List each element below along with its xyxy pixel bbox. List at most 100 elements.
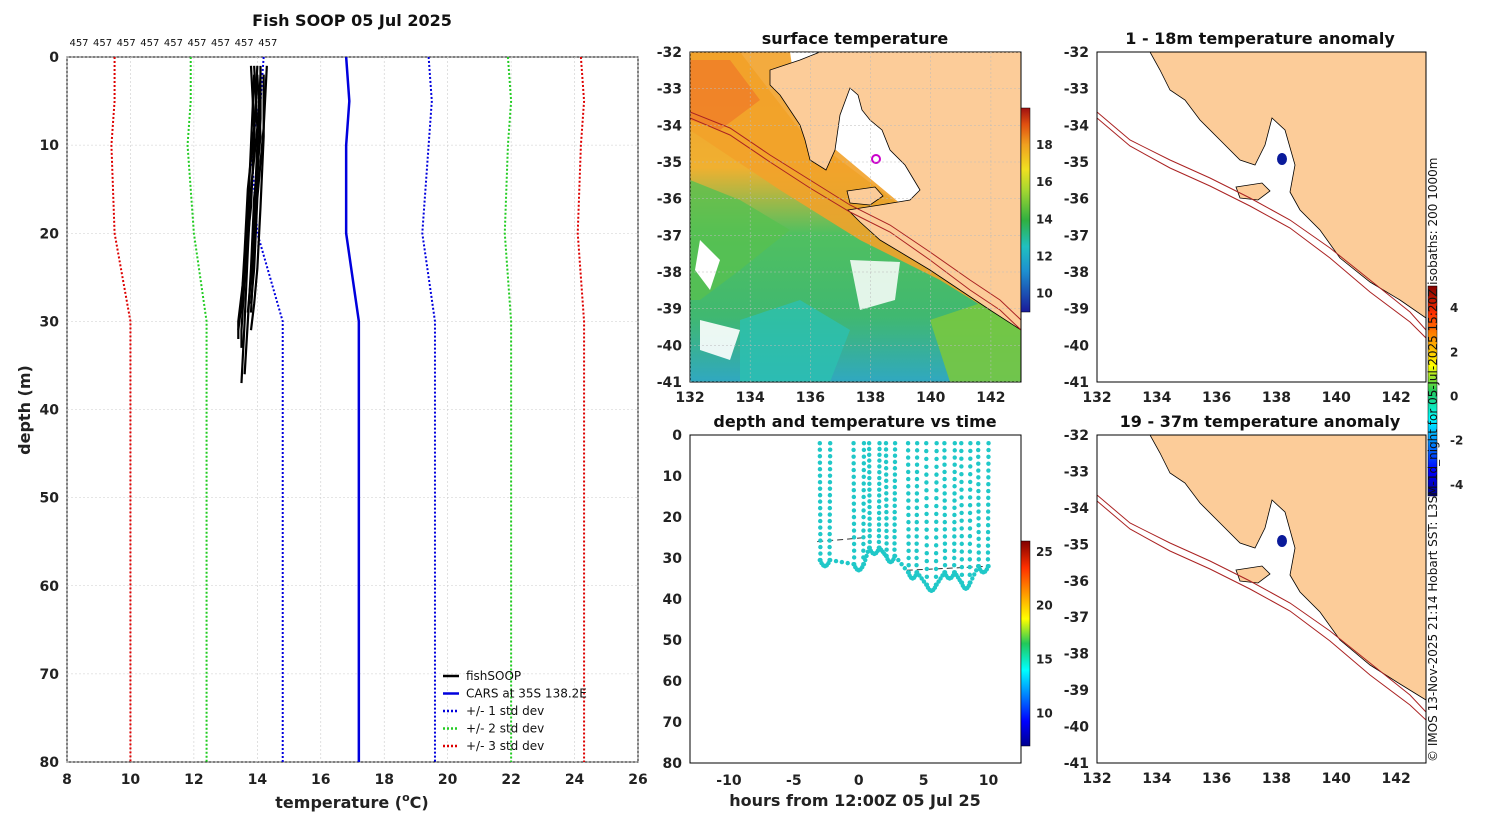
data-point xyxy=(861,481,866,486)
data-point xyxy=(951,562,957,568)
data-point xyxy=(884,528,889,534)
data-point xyxy=(934,448,939,454)
data-point xyxy=(827,512,832,517)
anomaly2-marker xyxy=(1277,535,1287,547)
data-point xyxy=(934,464,939,469)
data-point xyxy=(967,487,973,492)
y-tick-label: 0 xyxy=(672,428,682,444)
data-point xyxy=(933,558,939,564)
data-point xyxy=(967,479,973,485)
data-point xyxy=(851,467,856,473)
data-point xyxy=(976,523,981,528)
x-tick-label: 140 xyxy=(1322,771,1351,787)
data-point xyxy=(967,564,972,570)
profile-ylabel: depth (m) xyxy=(15,365,34,455)
data-point xyxy=(914,562,919,568)
data-point xyxy=(877,464,882,469)
data-point xyxy=(817,466,823,472)
y-tick-label: 70 xyxy=(663,715,683,731)
data-point xyxy=(877,475,882,481)
data-point xyxy=(906,555,911,561)
data-point xyxy=(827,441,833,446)
y-tick-label: -36 xyxy=(657,192,682,208)
anomaly2-panel: 19 - 37m temperature anomaly 132 134 136 13… xyxy=(1064,285,1463,787)
data-point xyxy=(976,502,981,507)
data-point xyxy=(986,482,991,487)
data-point xyxy=(942,498,947,503)
data-point xyxy=(924,448,929,454)
data-point xyxy=(867,522,872,527)
data-point xyxy=(906,519,911,525)
data-point xyxy=(952,527,957,532)
data-point xyxy=(906,491,911,496)
data-point xyxy=(861,541,866,547)
data-point xyxy=(884,509,889,515)
colorbar-tick-label: 4 xyxy=(1450,301,1458,315)
data-point xyxy=(851,461,856,466)
data-point xyxy=(976,475,981,480)
data-point xyxy=(970,576,975,581)
data-point xyxy=(952,469,957,475)
colorbar-tick-label: 20 xyxy=(1036,599,1053,613)
data-point xyxy=(883,453,889,458)
data-point xyxy=(986,468,991,473)
data-point xyxy=(952,555,957,561)
data-point xyxy=(942,519,948,525)
data-point xyxy=(906,505,911,510)
cast-count-label: 457 xyxy=(117,38,136,49)
colorbar-tick-label: 14 xyxy=(1036,212,1053,226)
legend-label: +/- 1 std dev xyxy=(466,704,544,718)
data-point xyxy=(861,528,866,533)
data-point xyxy=(827,538,832,543)
data-point xyxy=(942,455,947,460)
data-point xyxy=(934,511,939,517)
data-point xyxy=(892,453,898,458)
data-point xyxy=(959,518,964,523)
data-point xyxy=(968,471,973,477)
data-point xyxy=(906,527,911,532)
data-point xyxy=(933,574,939,579)
data-point xyxy=(959,549,964,554)
data-point xyxy=(959,502,964,508)
data-point xyxy=(967,541,973,547)
timeseries-panel: depth and temperature vs time -10 -5 0 5 10 0… xyxy=(663,412,1053,810)
data-point xyxy=(959,533,964,539)
data-point xyxy=(827,518,832,524)
data-point xyxy=(818,512,823,517)
anomaly1-title: 1 - 18m temperature anomaly xyxy=(1125,29,1395,48)
data-point xyxy=(906,541,911,546)
data-point xyxy=(986,488,991,494)
data-point xyxy=(892,478,898,483)
y-tick-label: -39 xyxy=(657,302,682,318)
anomaly-colorbar-ticks: 4 2 0 -2 -4 xyxy=(1450,301,1463,492)
data-point xyxy=(906,469,911,475)
legend-label: +/- 3 std dev xyxy=(466,739,544,753)
data-point xyxy=(896,557,901,563)
data-point xyxy=(940,573,945,578)
data-point xyxy=(968,441,973,446)
y-tick-label: -36 xyxy=(1064,574,1089,590)
data-point xyxy=(892,466,898,471)
data-point xyxy=(817,453,823,459)
data-point xyxy=(976,461,981,466)
data-point xyxy=(976,482,981,487)
y-tick-label: -33 xyxy=(1064,82,1089,98)
data-point xyxy=(967,526,973,531)
x-tick-label: 136 xyxy=(1202,390,1231,406)
data-point xyxy=(967,518,973,523)
x-tick-label: 138 xyxy=(1262,771,1291,787)
x-tick-label: 134 xyxy=(1142,390,1171,406)
data-point xyxy=(905,448,911,453)
data-point xyxy=(867,493,872,498)
data-point xyxy=(827,505,833,511)
data-point xyxy=(952,498,957,503)
data-point xyxy=(833,558,839,564)
x-tick-label: 26 xyxy=(628,772,647,788)
data-point xyxy=(861,461,867,466)
data-point xyxy=(967,533,973,539)
data-point xyxy=(974,568,979,573)
timeseries-colorbar xyxy=(1020,540,1031,747)
surface-ticks: 132 134 136 138 140 142 -32 -33 -34 -35 -36 -37 -38 -… xyxy=(657,45,1006,406)
y-tick-label: -35 xyxy=(1064,155,1089,171)
data-point xyxy=(934,488,939,493)
